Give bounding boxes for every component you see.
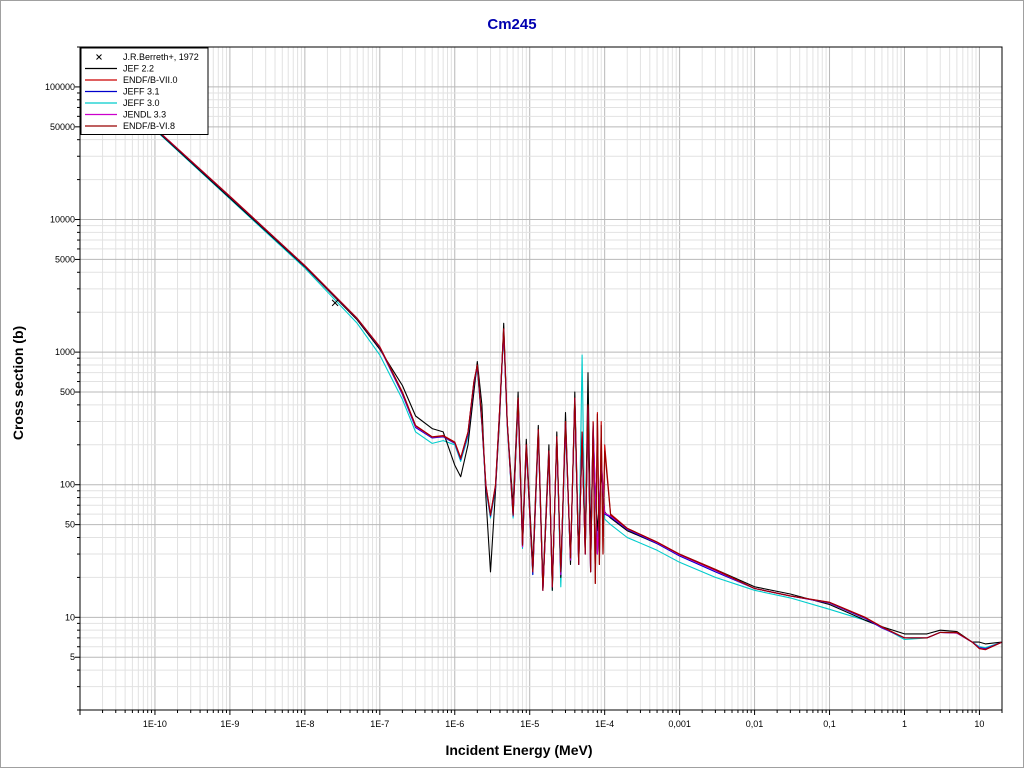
y-tick-label: 100 <box>60 480 75 490</box>
legend-marker <box>96 54 102 60</box>
y-tick-label: 500 <box>60 387 75 397</box>
chart-title: Cm245 <box>487 16 536 33</box>
x-tick-label: 0,01 <box>746 719 764 729</box>
y-tick-label: 1000 <box>55 347 75 357</box>
y-tick-label: 10 <box>65 612 75 622</box>
legend-label: ENDF/B-VI.8 <box>123 121 175 131</box>
x-tick-label: 1E-4 <box>595 719 614 729</box>
tick-group: 1E-10 1E-9 1E-8 1E-7 1E-6 1E-5 1E-4 0,001 0,01 0,… <box>45 46 1003 729</box>
x-tick-label: 10 <box>974 719 984 729</box>
y-tick-label: 50 <box>65 520 75 530</box>
series-line-5 <box>109 85 1002 650</box>
x-tick-label: 1E-8 <box>295 719 314 729</box>
legend-label: J.R.Berreth+, 1972 <box>123 52 199 62</box>
legend-label: ENDF/B-VII.0 <box>123 75 178 85</box>
y-tick-label: 100000 <box>45 82 75 92</box>
x-tick-label: 1E-10 <box>143 719 167 729</box>
x-tick-label: 1E-6 <box>445 719 464 729</box>
y-tick-label: 10000 <box>50 215 75 225</box>
x-tick-label: 1E-9 <box>220 719 239 729</box>
x-tick-label: 0,001 <box>668 719 691 729</box>
series-line-6 <box>109 85 1002 651</box>
legend-label: JENDL 3.3 <box>123 110 166 120</box>
legend-label: JEFF 3.0 <box>123 98 160 108</box>
data-point <box>331 299 339 307</box>
y-tick-label: 5 <box>70 652 75 662</box>
y-axis-label: Cross section (b) <box>10 326 26 440</box>
x-tick-label: 1 <box>902 719 907 729</box>
x-tick-label: 1E-5 <box>520 719 539 729</box>
plot-border <box>79 46 1003 711</box>
series-group <box>109 85 1002 651</box>
x-tick-label: 0,1 <box>823 719 836 729</box>
series-line-2 <box>109 85 1002 651</box>
legend-label: JEFF 3.1 <box>123 87 160 97</box>
series-line-4 <box>109 86 1002 649</box>
series-line-3 <box>109 85 1002 650</box>
x-tick-label: 1E-7 <box>370 719 389 729</box>
legend-label: JEF 2.2 <box>123 64 154 74</box>
y-tick-label: 5000 <box>55 254 75 264</box>
y-tick-label: 50000 <box>50 122 75 132</box>
grid <box>79 46 1003 711</box>
x-axis-label: Incident Energy (MeV) <box>445 742 592 758</box>
